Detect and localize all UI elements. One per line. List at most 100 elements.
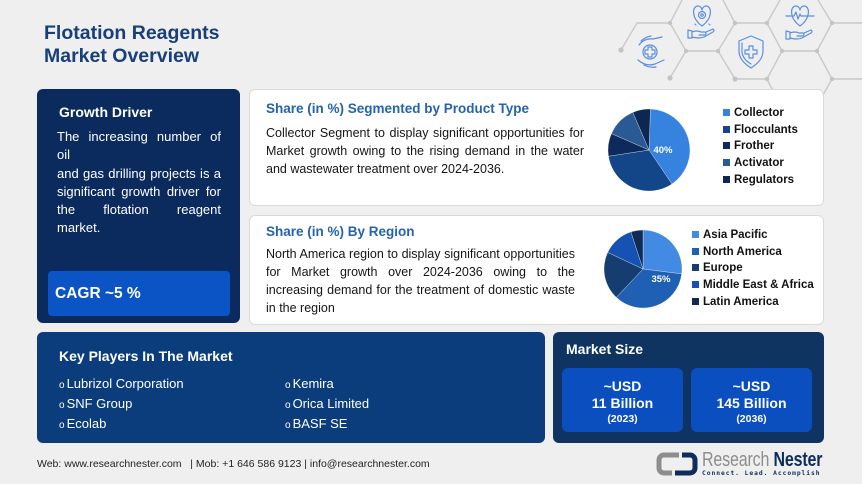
growth-driver-line: significant growth driver for [57, 183, 221, 199]
page-title-line1: Flotation Reagents [44, 22, 220, 44]
logo-word-nester: Nester [773, 448, 823, 471]
region-line: North America region to display signific… [266, 247, 575, 261]
page-title-line2: Market Overview [44, 45, 200, 67]
legend-swatch [692, 297, 699, 305]
region-legend: Asia Pacific North America Europe Middle… [692, 227, 814, 310]
key-players-heading: Key Players In The Market [59, 348, 233, 364]
key-player-name: Kemira [292, 376, 334, 391]
legend-item: Middle East & Africa [692, 277, 814, 294]
shield-plus-icon [738, 35, 764, 69]
pie-slice-collector [648, 108, 691, 185]
growth-driver-heading: Growth Driver [59, 104, 153, 120]
legend-label: Frother [734, 140, 775, 153]
product-type-card: Share (in %) Segmented by Product Type C… [249, 89, 824, 206]
product-type-line: Collector Segment to display significant… [266, 126, 584, 140]
legend-swatch [723, 142, 730, 150]
region-title: Share (in %) By Region [266, 224, 415, 239]
region-line: for Market growth over 2024-2036 owing t… [266, 265, 575, 279]
region-text: North America region to display signific… [266, 245, 575, 317]
legend-label: North America [703, 245, 782, 258]
market-size-box-2036: ~USD 145 Billion (2036) [691, 368, 812, 432]
key-player-name: SNF Group [66, 396, 133, 411]
key-player-name: BASF SE [292, 416, 348, 431]
market-size-value: 11 Billion [591, 395, 654, 411]
hexagon-decoration [618, 0, 862, 96]
key-player-name: Lubrizol Corporation [66, 376, 184, 391]
key-players-panel: Key Players In The Market o Lubrizol Corp… [37, 332, 545, 443]
key-player-item: o Kemira [285, 374, 369, 394]
pie-slice-regulators [632, 108, 651, 151]
legend-item: Regulators [723, 172, 798, 189]
legend-swatch [723, 159, 730, 167]
market-size-value: 145 Billion [716, 395, 787, 411]
legend-item: North America [692, 244, 814, 261]
hands-plus-icon [637, 35, 665, 68]
growth-driver-line: the flotation reagent [57, 202, 221, 218]
market-size-box-2023: ~USD 11 Billion (2023) [562, 368, 683, 432]
legend-label: Europe [703, 262, 743, 275]
key-player-item: o Ecolab [59, 414, 184, 434]
legend-swatch [692, 231, 699, 238]
product-type-title: Share (in %) Segmented by Product Type [266, 101, 530, 116]
product-type-pie-chart: 40% [607, 108, 691, 192]
market-size-heading: Market Size [566, 341, 644, 357]
legend-swatch [723, 109, 730, 116]
footer-contact: Web: www.researchnester.com | Mob: +1 64… [37, 458, 430, 470]
key-player-item: o SNF Group [59, 394, 184, 414]
growth-driver-text: The increasing number of oil and gas dri… [57, 128, 221, 238]
region-pie-chart: 35% [603, 229, 683, 309]
product-type-line: Market growth owing to the rising demand… [266, 144, 584, 158]
cagr-box: CAGR ~5 % [48, 271, 230, 316]
bullet-circle-icon: o [285, 380, 291, 391]
pie-slice-flocculants [608, 149, 673, 192]
pie-slice-asia-pacific [642, 229, 683, 275]
legend-item: Asia Pacific [692, 227, 814, 244]
legend-item: Europe [692, 260, 814, 277]
market-size-currency: ~USD [603, 378, 642, 394]
logo-word-research: Research [702, 448, 770, 471]
bullet-circle-icon: o [59, 420, 65, 431]
legend-item: Activator [723, 155, 798, 172]
growth-driver-line: The increasing number of oil [57, 129, 221, 163]
pie-slice-latin-america [630, 229, 644, 270]
pie-data-label: 35% [651, 274, 671, 285]
key-player-item: o Lubrizol Corporation [59, 374, 184, 394]
legend-item: Collector [723, 105, 798, 122]
region-card: Share (in %) By Region North America reg… [249, 215, 824, 325]
key-players-column-1: o Lubrizol Corporation o SNF Group o Ecolab [59, 374, 184, 434]
key-players-column-2: o Kemira o Orica Limited o BASF SE [285, 374, 369, 434]
legend-label: Activator [734, 157, 784, 170]
hexagon-nodes [618, 20, 835, 82]
research-nester-logo: Research Nester Connect. Lead. Accomplis… [655, 449, 825, 481]
logo-bracket-icon [656, 452, 698, 476]
bullet-circle-icon: o [59, 400, 65, 411]
bullet-circle-icon: o [59, 380, 65, 391]
legend-swatch [723, 175, 730, 183]
legend-swatch [692, 247, 699, 255]
market-size-panel: Market Size ~USD 11 Billion (2023) ~USD … [553, 332, 824, 443]
legend-item: Frother [723, 138, 798, 155]
growth-driver-line: market. [57, 220, 101, 236]
legend-label: Asia Pacific [703, 229, 768, 241]
market-size-year: (2036) [736, 413, 767, 425]
key-player-name: Ecolab [66, 416, 107, 431]
market-size-currency: ~USD [732, 378, 771, 394]
heart-pulse-hand-icon [785, 5, 815, 40]
key-player-name: Orica Limited [292, 396, 370, 411]
logo-wordmark: Research Nester [702, 449, 822, 471]
growth-driver-line: and gas drilling projects is a [57, 165, 221, 181]
legend-label: Latin America [703, 295, 779, 308]
market-size-year: (2023) [607, 413, 638, 425]
growth-driver-panel: Growth Driver The increasing number of o… [37, 89, 240, 323]
product-type-text: Collector Segment to display significant… [266, 124, 584, 178]
legend-item: Flocculants [723, 122, 798, 139]
legend-swatch [692, 281, 699, 289]
pie-data-label: 40% [653, 145, 673, 156]
legend-swatch [692, 264, 699, 272]
region-line: in the region [266, 301, 335, 315]
page-title: Flotation Reagents Market Overview [44, 22, 220, 68]
legend-label: Regulators [734, 173, 795, 186]
cagr-value: CAGR ~5 % [55, 285, 141, 302]
region-line: increasing demand for the treatment of d… [266, 283, 575, 297]
legend-label: Collector [734, 107, 784, 119]
